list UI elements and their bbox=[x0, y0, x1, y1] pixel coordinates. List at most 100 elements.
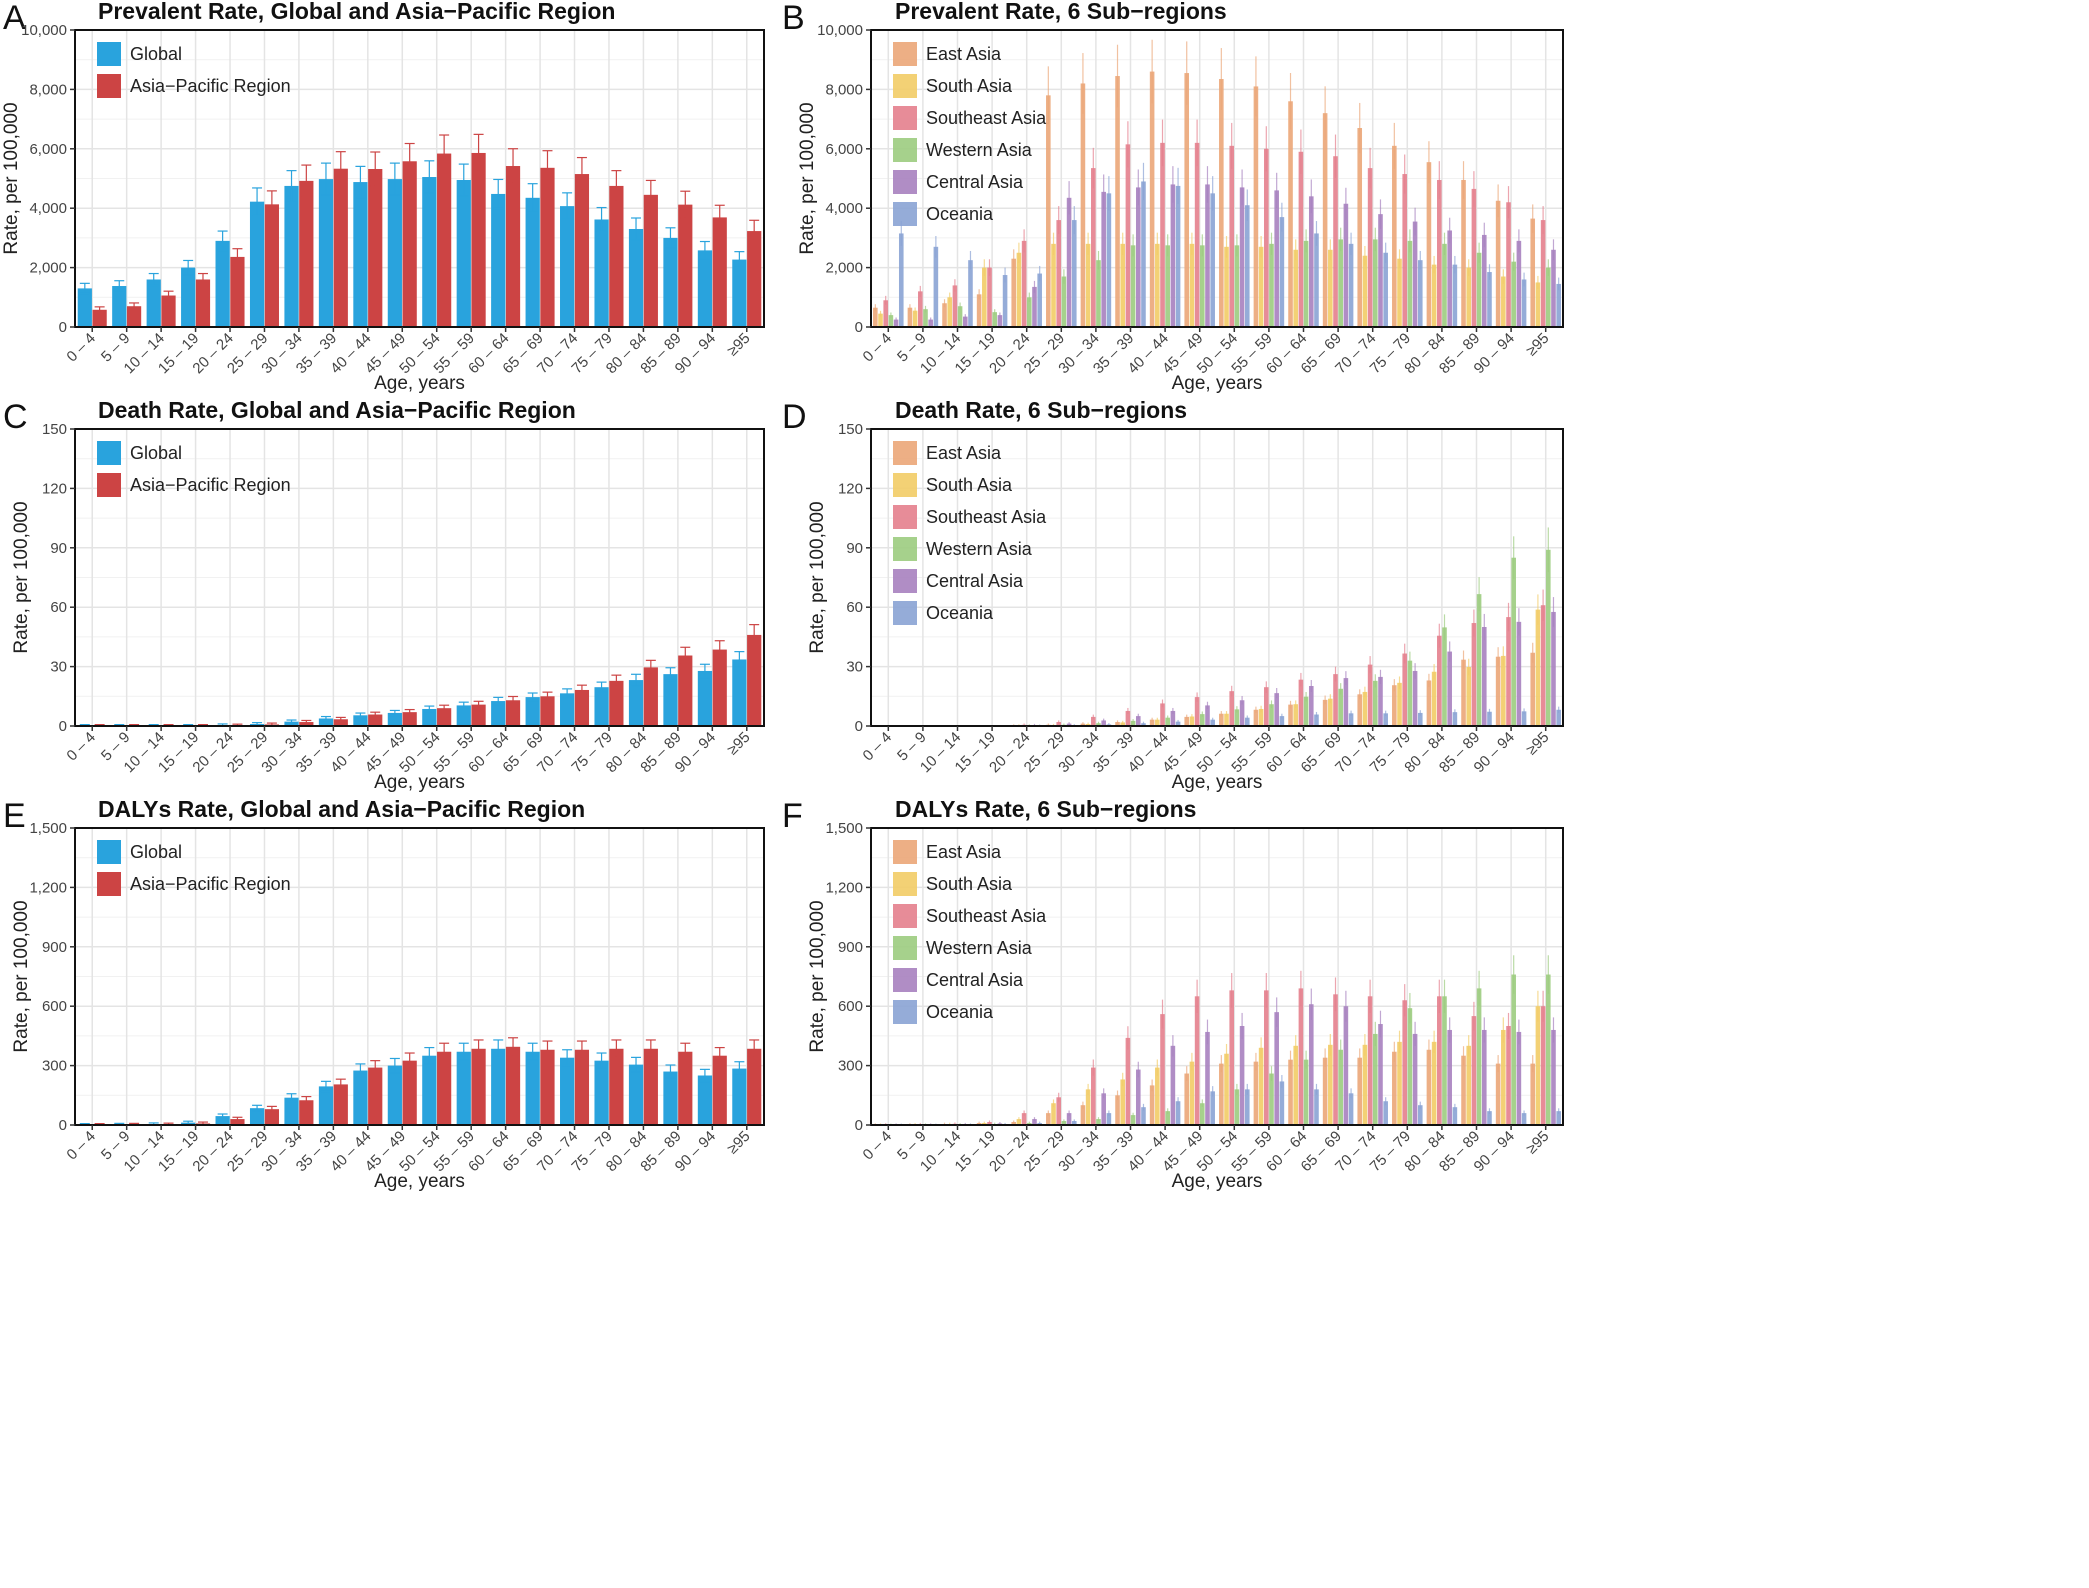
bar bbox=[1551, 611, 1556, 726]
y-tick-label: 0 bbox=[59, 718, 67, 735]
bar bbox=[1476, 594, 1482, 726]
bar bbox=[1239, 187, 1245, 327]
bar bbox=[574, 174, 590, 327]
bar bbox=[1279, 1081, 1285, 1125]
bar bbox=[525, 197, 540, 327]
y-tick-label: 300 bbox=[838, 1058, 863, 1075]
bar bbox=[1056, 1097, 1061, 1125]
bar bbox=[1343, 678, 1349, 726]
bar bbox=[1530, 652, 1536, 726]
x-tick-label: ≥95 bbox=[1523, 1128, 1553, 1158]
bar bbox=[663, 674, 678, 726]
bar bbox=[1061, 1121, 1067, 1125]
bar bbox=[1071, 220, 1077, 327]
bar bbox=[1308, 686, 1314, 726]
bar bbox=[1447, 651, 1452, 726]
y-tick-label: 1,500 bbox=[825, 820, 863, 837]
bar bbox=[299, 180, 314, 327]
legend-swatch bbox=[893, 441, 917, 465]
bar bbox=[181, 267, 196, 327]
legend-label: Central Asia bbox=[926, 970, 1024, 990]
bar bbox=[1303, 696, 1309, 726]
bar bbox=[1373, 239, 1378, 327]
bar bbox=[491, 1048, 506, 1125]
bar bbox=[1516, 240, 1522, 327]
bar bbox=[1431, 671, 1437, 726]
x-tick-label: ≥95 bbox=[1523, 729, 1553, 759]
panel-letter: B bbox=[782, 0, 805, 37]
bar bbox=[402, 161, 417, 327]
bar bbox=[215, 1116, 230, 1125]
x-tick-label: ≥95 bbox=[724, 729, 754, 759]
y-tick-label: 150 bbox=[42, 421, 67, 438]
bar bbox=[1135, 187, 1141, 327]
bar bbox=[933, 246, 939, 327]
bar bbox=[353, 1070, 368, 1125]
bar bbox=[230, 1119, 245, 1125]
bar bbox=[1189, 243, 1195, 327]
bar bbox=[1101, 1093, 1106, 1125]
bar bbox=[1407, 1008, 1413, 1125]
legend-label: South Asia bbox=[926, 874, 1013, 894]
bar bbox=[1476, 252, 1482, 327]
legend-label: South Asia bbox=[926, 76, 1013, 96]
bar bbox=[1378, 214, 1383, 327]
bar bbox=[1417, 260, 1423, 327]
x-tick-label: 0 – 4 bbox=[860, 1128, 896, 1164]
bar bbox=[1120, 243, 1126, 327]
legend-swatch bbox=[97, 840, 121, 864]
bar bbox=[1328, 249, 1333, 327]
bar bbox=[594, 1060, 609, 1125]
plot-frame bbox=[870, 827, 1564, 1126]
bar bbox=[1115, 1095, 1120, 1125]
bar bbox=[1080, 83, 1086, 328]
y-tick-label: 1,200 bbox=[825, 879, 863, 896]
bar bbox=[1274, 190, 1279, 327]
bar bbox=[1205, 1031, 1210, 1125]
y-tick-label: 8,000 bbox=[825, 81, 863, 98]
y-tick-label: 0 bbox=[59, 319, 67, 336]
bar bbox=[1219, 79, 1224, 327]
legend-label: East Asia bbox=[926, 443, 1002, 463]
legend-label: Global bbox=[130, 44, 182, 64]
bar bbox=[1521, 279, 1527, 327]
bar bbox=[1085, 243, 1091, 327]
bar bbox=[1461, 179, 1466, 327]
bar bbox=[1165, 245, 1170, 327]
bar bbox=[1279, 716, 1285, 726]
bar bbox=[1219, 713, 1224, 726]
bar bbox=[1011, 258, 1017, 327]
bar bbox=[1506, 617, 1511, 726]
bar bbox=[456, 179, 471, 327]
bar bbox=[1130, 720, 1136, 726]
legend-label: Asia−Pacific Region bbox=[130, 475, 291, 495]
bar bbox=[1362, 255, 1368, 327]
bar bbox=[1461, 659, 1466, 726]
x-axis-title: Age, years bbox=[1172, 373, 1263, 394]
bar bbox=[1125, 1037, 1131, 1125]
x-tick-label: 0 – 4 bbox=[860, 729, 896, 765]
bar bbox=[249, 1108, 265, 1125]
legend-swatch bbox=[893, 936, 917, 960]
bar bbox=[1160, 1014, 1165, 1125]
x-axis-title: Age, years bbox=[374, 373, 465, 394]
bar bbox=[437, 708, 452, 726]
bar bbox=[1293, 1045, 1299, 1125]
bar bbox=[1032, 286, 1037, 327]
bar bbox=[264, 1109, 279, 1125]
bar bbox=[540, 696, 555, 726]
bar bbox=[1540, 220, 1546, 327]
bar bbox=[1056, 220, 1061, 327]
bar bbox=[1392, 1051, 1397, 1125]
bar bbox=[628, 680, 644, 726]
bar bbox=[982, 267, 987, 327]
bar bbox=[1061, 276, 1067, 327]
bar bbox=[1194, 142, 1200, 327]
y-tick-label: 150 bbox=[838, 421, 863, 438]
bar bbox=[1080, 1105, 1086, 1125]
bar bbox=[525, 1051, 540, 1125]
bar bbox=[1130, 245, 1136, 327]
legend-label: Central Asia bbox=[926, 571, 1024, 591]
bar bbox=[505, 700, 521, 726]
